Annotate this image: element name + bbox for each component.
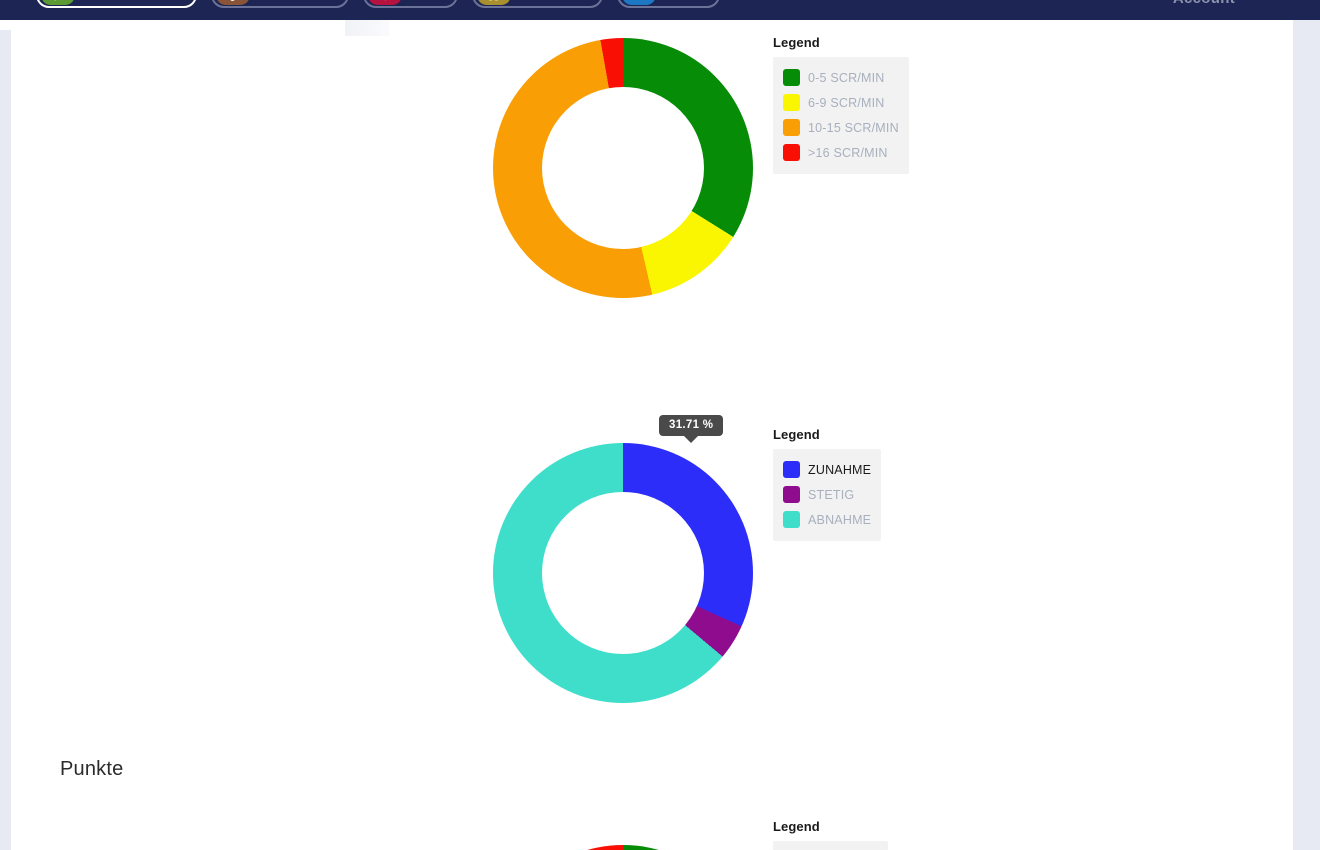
legend-label-0-5: 0-5 SCR/MIN [808, 70, 885, 85]
legend-label-stetig: STETIG [808, 487, 855, 502]
legend-label-zunahme: ZUNAHME [808, 462, 872, 477]
donut-chart-trend[interactable] [493, 443, 753, 703]
donut-hole [542, 87, 704, 249]
legend-item[interactable]: STETIG [783, 482, 871, 507]
legend-box: Grüne Hand [773, 841, 889, 850]
vertical-scrollbar[interactable] [1293, 20, 1320, 850]
donut-chart-scr-per-min[interactable] [493, 38, 753, 298]
donut-ring [493, 845, 753, 850]
legend-box: 0-5 SCR/MIN 6-9 SCR/MIN 10-15 SCR/MIN >1… [773, 57, 909, 174]
legend-item[interactable]: 0-5 SCR/MIN [783, 65, 899, 90]
page-title-punkte: Punkte [60, 758, 124, 780]
legend-label-6-9: 6-9 SCR/MIN [808, 95, 885, 110]
metric-tab-strip: SAUERSTOFFGASE TEMPERATURE PULSE RESPIRA… [36, 0, 721, 8]
legend-scr-per-min: Legend 0-5 SCR/MIN 6-9 SCR/MIN 10-15 SCR… [773, 35, 909, 174]
legend-title: Legend [773, 427, 820, 442]
donut-hole [542, 492, 704, 654]
legend-item[interactable]: 6-9 SCR/MIN [783, 90, 899, 115]
legend-swatch-abnahme [783, 511, 800, 528]
tab-pulse[interactable]: PULSE [363, 0, 458, 8]
account-menu[interactable]: Account [1173, 0, 1235, 7]
legend-label-gt16: >16 SCR/MIN [808, 145, 888, 160]
thermometer-icon [215, 0, 250, 5]
legend-box: ZUNAHME STETIG ABNAHME [773, 449, 882, 541]
tab-sauerstoffgase[interactable]: SAUERSTOFFGASE [36, 0, 197, 8]
legend-label-10-15: 10-15 SCR/MIN [808, 120, 899, 135]
legend-punkte: Legend Grüne Hand [773, 819, 889, 850]
legend-swatch-0-5 [783, 69, 800, 86]
top-navigation-bar: SAUERSTOFFGASE TEMPERATURE PULSE RESPIRA… [0, 0, 1320, 20]
tab-label-temperature: TEMPERATURE [256, 0, 336, 1]
tab-label-sauerstoffgase: SAUERSTOFFGASE [81, 0, 183, 1]
legend-title: Legend [773, 819, 820, 834]
legend-swatch-zunahme [783, 461, 800, 478]
legend-swatch-gt16 [783, 144, 800, 161]
tab-muscle[interactable]: MUSCLE [616, 0, 721, 8]
tab-label-pulse: PULSE [408, 0, 443, 1]
muscle-icon [621, 0, 656, 5]
chart-scr-per-min: Legend 0-5 SCR/MIN 6-9 SCR/MIN 10-15 SCR… [11, 20, 1281, 390]
chart-tooltip: 31.71 % [659, 415, 724, 436]
leaf-icon [41, 0, 75, 5]
legend-item[interactable]: 10-15 SCR/MIN [783, 115, 899, 140]
legend-swatch-10-15 [783, 119, 800, 136]
left-edge-strip [0, 30, 11, 850]
main-content: Legend 0-5 SCR/MIN 6-9 SCR/MIN 10-15 SCR… [11, 20, 1293, 850]
legend-title: Legend [773, 35, 820, 50]
legend-swatch-stetig [783, 486, 800, 503]
donut-ring [493, 38, 753, 298]
chart-punkte: Legend Grüne Hand [11, 810, 1281, 850]
legend-item[interactable]: ABNAHME [783, 507, 871, 532]
tab-respiration[interactable]: RESPIRATION [471, 0, 603, 8]
donut-ring [493, 443, 753, 703]
legend-item[interactable]: >16 SCR/MIN [783, 140, 899, 165]
heart-icon [368, 0, 403, 5]
chart-trend: 31.71 % Legend ZUNAHME STETIG [11, 390, 1281, 750]
donut-chart-punkte[interactable] [493, 845, 753, 850]
legend-label-abnahme: ABNAHME [808, 512, 872, 527]
legend-trend: Legend ZUNAHME STETIG ABNAHME [773, 427, 882, 541]
legend-item[interactable]: ZUNAHME [783, 457, 871, 482]
tab-label-respiration: RESPIRATION [517, 0, 589, 1]
tab-temperature[interactable]: TEMPERATURE [210, 0, 350, 8]
lungs-icon [476, 0, 511, 5]
legend-swatch-6-9 [783, 94, 800, 111]
tab-label-muscle: MUSCLE [662, 0, 707, 1]
dropdown-shadow-panel [345, 18, 390, 36]
